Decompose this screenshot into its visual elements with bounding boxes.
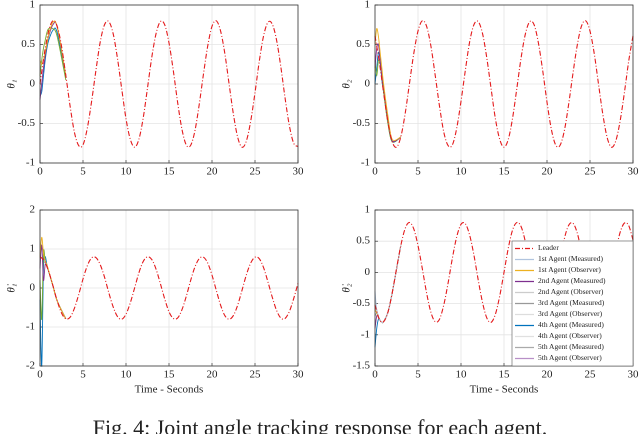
x-tick-label: 0 (37, 369, 43, 381)
plot-frame (39, 209, 299, 367)
series-line (374, 221, 634, 323)
series-line (39, 20, 299, 148)
x-tick-label: 10 (456, 369, 468, 381)
series-line (39, 27, 67, 81)
y-tick-label: 1 (30, 0, 36, 11)
x-tick-label: 25 (585, 369, 597, 381)
y-tick-label: 1 (365, 204, 371, 216)
x-tick-label: 20 (207, 369, 219, 381)
legend-label: 3rd Agent (Observer) (538, 309, 603, 318)
y-tick-label: 0.5 (356, 38, 370, 50)
legend-label: 1st Agent (Observer) (538, 265, 601, 274)
y-axis-label: θ₁ (6, 79, 18, 88)
y-tick-label: -0.5 (353, 117, 371, 129)
x-tick-label: 20 (207, 166, 219, 178)
y-tick-label: 0.5 (21, 38, 35, 50)
x-tick-label: 25 (250, 369, 262, 381)
x-tick-label: 30 (293, 369, 305, 381)
x-tick-label: 5 (415, 166, 421, 178)
y-tick-label: 0 (365, 78, 371, 90)
y-tick-label: -1 (26, 321, 35, 333)
y-tick-label: 1 (30, 243, 36, 255)
x-tick-label: 0 (37, 166, 43, 178)
y-tick-label: 2 (30, 204, 36, 216)
series-line (374, 59, 402, 143)
x-tick-label: 30 (628, 166, 640, 178)
legend-label: 5th Agent (Measured) (538, 342, 604, 351)
caption: Fig. 4: Joint angle tracking response fo… (93, 415, 548, 434)
x-tick-label: 15 (499, 166, 511, 178)
x-tick-label: 10 (456, 166, 468, 178)
x-tick-label: 25 (585, 166, 597, 178)
y-tick-label: 0.5 (356, 235, 370, 247)
y-tick-label: -0.5 (18, 117, 36, 129)
x-tick-label: 5 (80, 369, 86, 381)
x-tick-label: 30 (293, 166, 305, 178)
y-tick-label: 0 (30, 78, 36, 90)
legend-label: 2nd Agent (Measured) (538, 276, 606, 285)
y-tick-label: 0 (365, 266, 371, 278)
legend-label: 3rd Agent (Measured) (538, 298, 605, 307)
legend-label: 4th Agent (Observer) (538, 331, 602, 340)
plot-frame (374, 4, 634, 164)
y-tick-label: 0 (30, 282, 36, 294)
x-tick-label: 20 (542, 369, 554, 381)
x-tick-label: 10 (121, 369, 133, 381)
legend-label: 5th Agent (Observer) (538, 353, 602, 362)
x-tick-label: 5 (415, 369, 421, 381)
series-line (374, 20, 634, 148)
x-tick-label: 20 (542, 166, 554, 178)
x-tick-label: 15 (164, 166, 176, 178)
y-axis-label: θ₂ (341, 79, 353, 88)
x-tick-label: 0 (372, 166, 378, 178)
legend-label: 1st Agent (Measured) (538, 254, 603, 263)
series-line (39, 27, 67, 97)
y-tick-label: -1.5 (353, 360, 371, 372)
x-tick-label: 10 (121, 166, 133, 178)
legend: Leader 1st Agent (Measured) 1st Agent (Obs… (511, 240, 634, 367)
x-tick-label: 25 (250, 166, 262, 178)
x-tick-label: 0 (372, 369, 378, 381)
y-tick-label: -1 (26, 157, 35, 169)
plot-frame (39, 4, 299, 164)
x-tick-label: 15 (164, 369, 176, 381)
x-tick-label: 30 (628, 369, 640, 381)
legend-label: 4th Agent (Measured) (538, 320, 604, 329)
y-axis-label: θ̇₂ (341, 283, 353, 292)
y-axis-label: θ̇₁ (6, 283, 18, 292)
y-tick-label: -1 (361, 157, 370, 169)
x-tick-label: 15 (499, 369, 511, 381)
series-line (374, 28, 402, 141)
legend-label: 2nd Agent (Observer) (538, 287, 604, 296)
series-line (374, 51, 402, 143)
y-tick-label: -2 (26, 360, 35, 372)
y-tick-label: -1 (361, 328, 370, 340)
x-axis-label: Time - Seconds (470, 384, 539, 396)
legend-label: Leader (538, 243, 559, 252)
y-tick-label: 1 (365, 0, 371, 11)
x-axis-label: Time - Seconds (135, 384, 204, 396)
series-line (39, 256, 299, 320)
y-tick-label: -0.5 (353, 297, 371, 309)
series-line (374, 245, 402, 348)
x-tick-label: 5 (80, 166, 86, 178)
series-line (39, 20, 67, 76)
